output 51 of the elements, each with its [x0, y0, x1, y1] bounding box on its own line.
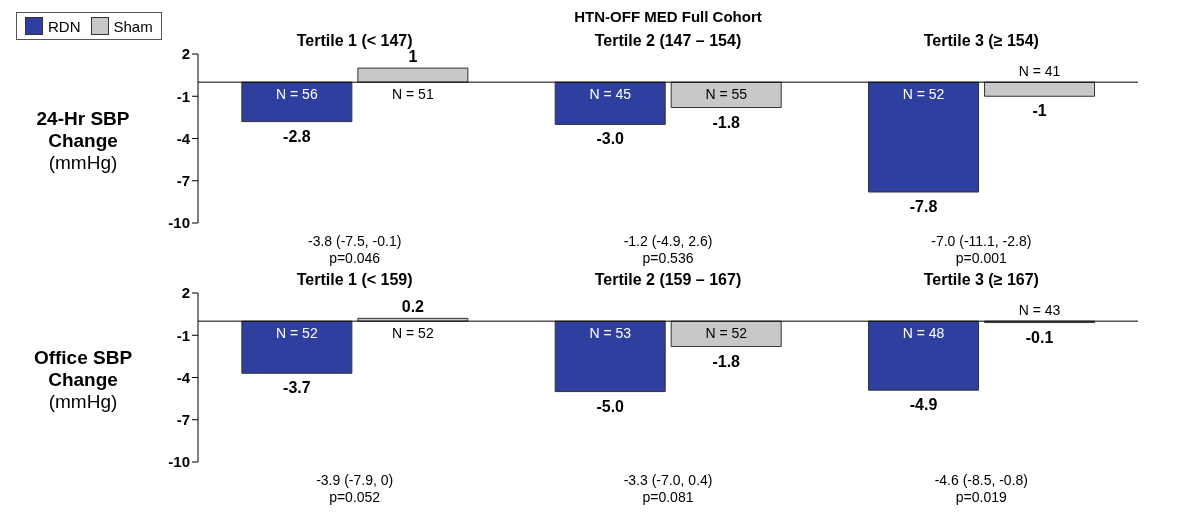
- data-label: 1: [408, 48, 418, 66]
- annotation: N = 52: [902, 86, 945, 103]
- data-label: -1.8: [712, 113, 741, 131]
- x-tick-label: Tertile 2 (159 – 167): [594, 271, 742, 288]
- y-axis-title: 24-Hr SBP Change (mmHg): [36, 107, 130, 174]
- text: -1.2 (-4.9, 2.6) p=0.536: [622, 233, 714, 267]
- text: -3.3 (-7.0, 0.4) p=0.081: [622, 472, 714, 506]
- annotation: N = 56: [276, 86, 318, 103]
- y-tick-label: -1: [176, 326, 190, 344]
- text: -4.6 (-8.5, -0.8) p=0.019: [933, 472, 1029, 506]
- annotation: N = 52: [276, 325, 318, 342]
- data-label: -7.8: [909, 198, 938, 216]
- y-tick-label: 2: [181, 284, 190, 302]
- x-tick-label: Tertile 3 (≥ 167): [923, 271, 1039, 288]
- y-tick-label: -4: [176, 129, 191, 147]
- y-tick-label: -10: [168, 453, 190, 471]
- y-tick-label: -4: [176, 368, 191, 386]
- annotation: N = 45: [589, 86, 632, 103]
- x-tick-label: Tertile 1 (< 147): [296, 32, 413, 49]
- y-tick-label: -7: [176, 411, 190, 429]
- annotation: N = 43: [1018, 302, 1061, 319]
- annotation: N = 51: [392, 86, 434, 103]
- legend-label: Sham: [113, 17, 153, 35]
- data-label: -5.0: [596, 397, 625, 415]
- annotation: N = 52: [392, 325, 434, 342]
- annotation: N = 48: [902, 325, 945, 342]
- annotation: N = 52: [705, 325, 748, 342]
- x-tick-label: Tertile 1 (< 159): [296, 271, 413, 288]
- y-tick-label: -7: [176, 172, 190, 190]
- legend-label: RDN: [48, 17, 81, 35]
- data-label: -3.0: [596, 130, 625, 148]
- y-tick-label: 2: [181, 45, 190, 63]
- text: -3.8 (-7.5, -0.1) p=0.046: [306, 233, 403, 267]
- y-tick-label: -10: [168, 214, 190, 232]
- annotation: N = 53: [589, 325, 632, 342]
- data-label: -1.8: [712, 352, 741, 370]
- text: -7.0 (-11.1, -2.8) p=0.001: [930, 233, 1033, 267]
- annotation: N = 41: [1018, 63, 1061, 80]
- data-label: -0.1: [1025, 328, 1054, 346]
- y-tick-label: -1: [176, 87, 190, 105]
- y-axis-title: Office SBP Change (mmHg): [33, 346, 133, 413]
- text: -3.9 (-7.9, 0) p=0.052: [315, 472, 395, 506]
- annotation: N = 55: [705, 86, 748, 103]
- x-tick-label: Tertile 3 (≥ 154): [923, 32, 1039, 49]
- data-label: -3.7: [283, 379, 311, 397]
- data-label: 0.2: [401, 298, 425, 316]
- data-label: -2.8: [283, 127, 311, 145]
- x-tick-label: Tertile 2 (147 – 154): [594, 32, 742, 49]
- chart-title: HTN-OFF MED Full Cohort: [573, 8, 763, 27]
- data-label: -4.9: [909, 396, 938, 414]
- data-label: -1: [1032, 102, 1047, 120]
